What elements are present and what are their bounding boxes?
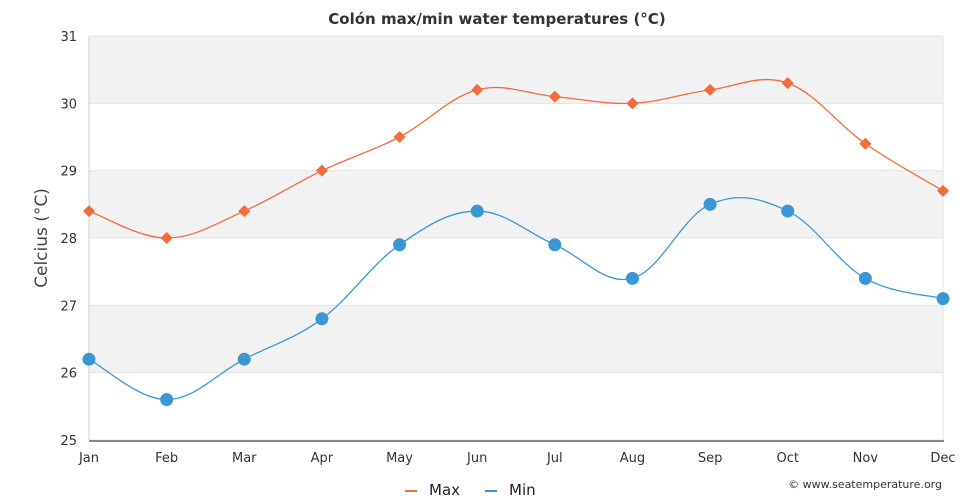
y-tick-label: 27	[60, 299, 77, 314]
y-tick-label: 29	[60, 165, 77, 180]
x-tick-label: Mar	[232, 451, 257, 466]
series-max-point[interactable]	[83, 205, 95, 218]
plot-band	[89, 170, 943, 238]
series-min-point[interactable]	[82, 352, 96, 366]
series-min-point[interactable]	[548, 238, 562, 252]
series-min-point[interactable]	[936, 292, 950, 306]
series-max-point[interactable]	[548, 90, 561, 103]
x-tick-label: Jan	[78, 451, 99, 466]
series-min-point[interactable]	[315, 312, 329, 326]
plot-bands	[89, 36, 943, 373]
plot-band	[89, 36, 943, 104]
y-tick-label: 26	[60, 367, 77, 382]
x-tick-label: Feb	[155, 451, 178, 466]
series-min-point[interactable]	[703, 197, 717, 211]
x-tick-label: Oct	[776, 451, 798, 466]
legend-label: Min	[509, 481, 536, 496]
series-max-point[interactable]	[859, 137, 872, 150]
legend-label: Max	[429, 481, 460, 496]
y-axis-ticks: 25 26 27 28 29 30 31	[60, 30, 77, 449]
y-tick-label: 31	[60, 30, 77, 45]
y-tick-label: 25	[60, 434, 77, 449]
legend[interactable]: Max Min	[405, 481, 536, 499]
x-tick-label: Nov	[853, 451, 879, 466]
series-max-point[interactable]	[315, 164, 328, 177]
series-max-point[interactable]	[937, 184, 949, 197]
y-tick-label: 28	[60, 232, 77, 247]
plot-band	[89, 305, 943, 373]
series-min-point[interactable]	[160, 393, 174, 407]
series-max-point[interactable]	[238, 205, 251, 218]
series-min-point[interactable]	[781, 204, 795, 218]
series-min-point[interactable]	[237, 352, 251, 366]
x-axis-ticks: Jan Feb Mar Apr May Jun Jul Aug Sep Oct Nov Dec	[78, 451, 956, 466]
y-axis-label: Celcius (°C)	[32, 188, 52, 288]
series-min-point[interactable]	[625, 271, 639, 285]
source-credit: © www.seatemperature.org	[788, 478, 942, 491]
series-max-point[interactable]	[704, 83, 717, 96]
x-tick-label: Apr	[311, 451, 334, 466]
x-tick-label: Sep	[698, 451, 723, 466]
x-tick-label: May	[386, 451, 413, 466]
series-min-point[interactable]	[393, 238, 407, 252]
chart-title: Colón max/min water temperatures (°C)	[328, 10, 665, 28]
series-max-point[interactable]	[393, 131, 406, 143]
legend-item-max[interactable]: Max	[405, 481, 460, 499]
gridlines	[89, 35, 943, 441]
series-min-point[interactable]	[470, 204, 484, 218]
x-tick-label: Dec	[930, 451, 955, 466]
series-min	[82, 196, 950, 407]
series-max	[83, 77, 949, 244]
y-tick-label: 30	[60, 97, 77, 112]
series-max-line	[88, 78, 944, 239]
x-tick-label: Jul	[546, 451, 563, 466]
series-min-point[interactable]	[858, 271, 872, 285]
series-max-point[interactable]	[471, 83, 484, 96]
series-layer	[82, 77, 950, 407]
legend-item-min[interactable]: Min	[485, 481, 536, 499]
x-tick-label: Jun	[466, 451, 487, 466]
series-max-point[interactable]	[626, 97, 639, 110]
series-max-point[interactable]	[160, 232, 173, 244]
axes	[88, 36, 944, 442]
x-tick-label: Aug	[620, 451, 645, 466]
series-max-point[interactable]	[781, 77, 794, 90]
